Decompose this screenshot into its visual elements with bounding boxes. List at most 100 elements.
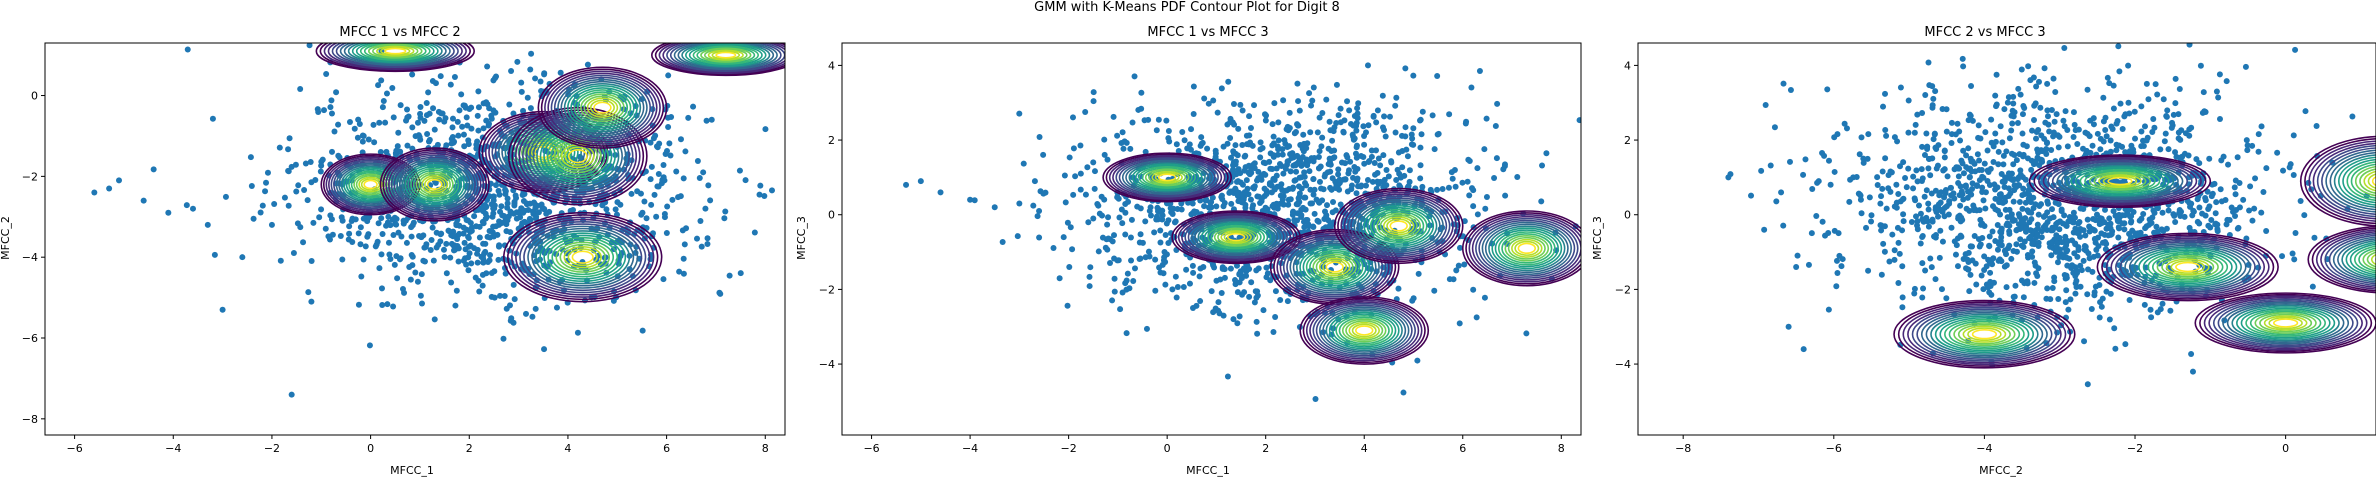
scatter-point — [354, 134, 361, 141]
contour-line — [415, 171, 454, 198]
contour-line — [2231, 304, 2340, 342]
scatter-point — [1914, 178, 1921, 185]
scatter-point — [1165, 128, 1172, 135]
scatter-point — [487, 252, 494, 259]
scatter-point — [1174, 283, 1181, 290]
contour-line — [2333, 154, 2376, 209]
scatter-point — [450, 247, 457, 254]
contour-line — [2350, 163, 2376, 199]
scatter-point — [513, 215, 520, 222]
scatter-point — [1922, 91, 1929, 98]
scatter-point — [2058, 206, 2065, 213]
contour-line — [539, 232, 627, 282]
scatter-point — [1523, 330, 1530, 337]
scatter-point — [1360, 123, 1367, 130]
scatter-point — [1354, 105, 1361, 112]
scatter-point — [1246, 113, 1253, 120]
scatter-point — [424, 131, 431, 138]
scatter-point — [2175, 111, 2182, 118]
scatter-point — [1762, 101, 1769, 108]
scatter-point — [1308, 155, 1315, 162]
scatter-point — [476, 234, 483, 241]
scatter-point — [1337, 33, 1343, 39]
scatter-point — [1942, 190, 1949, 197]
scatter-point — [2137, 229, 2144, 236]
scatter-point — [1119, 289, 1126, 296]
scatter-point — [2172, 100, 2179, 107]
scatter-point — [2038, 234, 2045, 241]
scatter-point — [1938, 286, 1945, 293]
scatter-point — [1328, 148, 1335, 155]
scatter-point — [2102, 206, 2109, 213]
scatter-point — [383, 90, 390, 97]
scatter-point — [1287, 168, 1294, 175]
scatter-point — [2263, 228, 2270, 235]
scatter-point — [1180, 284, 1187, 291]
scatter-point — [1251, 160, 1258, 167]
scatter-point — [1084, 164, 1091, 171]
scatter-point — [1188, 126, 1195, 133]
scatter-point — [1269, 142, 1276, 149]
scatter-point — [461, 239, 468, 246]
scatter-point — [532, 75, 539, 82]
scatter-point — [1866, 194, 1873, 201]
contour-line — [2346, 161, 2376, 202]
contour-line — [1207, 224, 1265, 250]
contour-line — [563, 246, 602, 269]
scatter-point — [297, 86, 304, 93]
scatter-point — [428, 237, 435, 244]
contour-line — [1348, 321, 1380, 340]
scatter-point — [2209, 190, 2216, 197]
scatter-point — [2058, 239, 2065, 246]
scatter-point — [1929, 102, 1936, 109]
contour-line — [651, 43, 785, 77]
scatter-point — [1215, 307, 1222, 314]
contour-line — [2088, 171, 2152, 191]
scatter-point — [1272, 314, 1279, 321]
scatter-point — [293, 188, 300, 195]
scatter-point — [248, 182, 255, 189]
contour-line — [2328, 234, 2376, 285]
scatter-point — [1880, 240, 1887, 247]
scatter-point — [2216, 115, 2223, 122]
scatter-point — [2119, 220, 2126, 227]
scatter-point — [643, 215, 650, 222]
scatter-point — [1925, 59, 1932, 66]
scatter-point — [1987, 278, 1994, 285]
scatter-point — [1247, 139, 1254, 146]
scatter-point — [1274, 151, 1281, 158]
scatter-point — [2230, 208, 2237, 215]
contour-line — [1187, 216, 1285, 258]
scatter-point — [1181, 137, 1188, 144]
scatter-point — [2048, 252, 2055, 259]
scatter-point — [2099, 295, 2106, 302]
y-axis-label: MFCC_3 — [795, 216, 808, 260]
y-tick-label: −4 — [22, 251, 38, 264]
scatter-point — [1091, 185, 1098, 192]
scatter-point — [1417, 162, 1424, 169]
contour-line — [2147, 251, 2229, 283]
scatter-point — [2032, 201, 2039, 208]
scatter-point — [1833, 283, 1840, 290]
scatter-point — [2279, 253, 2286, 260]
scatter-point — [1109, 297, 1116, 304]
contour-line — [1318, 257, 1351, 277]
subplot-mfcc2-vs-mfcc3: MFCC 2 vs MFCC 3 MFCC_2 MFCC_3 −8 −6 −4 −2 0… — [1591, 25, 2376, 477]
contour-line — [2084, 170, 2156, 193]
y-tick-label: 0 — [1624, 209, 1631, 222]
scatter-point — [1114, 132, 1121, 139]
contour-line — [360, 178, 381, 191]
scatter-point — [1939, 105, 1946, 112]
scatter-point — [2205, 205, 2212, 212]
scatter-point — [307, 158, 314, 165]
scatter-point — [1914, 226, 1921, 233]
scatter-point — [1403, 146, 1410, 153]
scatter-point — [2084, 130, 2091, 137]
contour-line — [393, 156, 476, 213]
contour-line — [2199, 293, 2373, 353]
scatter-point — [1220, 312, 1227, 319]
scatter-point — [520, 107, 527, 114]
scatter-point — [2189, 212, 2196, 219]
scatter-point — [1269, 203, 1276, 210]
scatter-point — [1147, 212, 1154, 219]
